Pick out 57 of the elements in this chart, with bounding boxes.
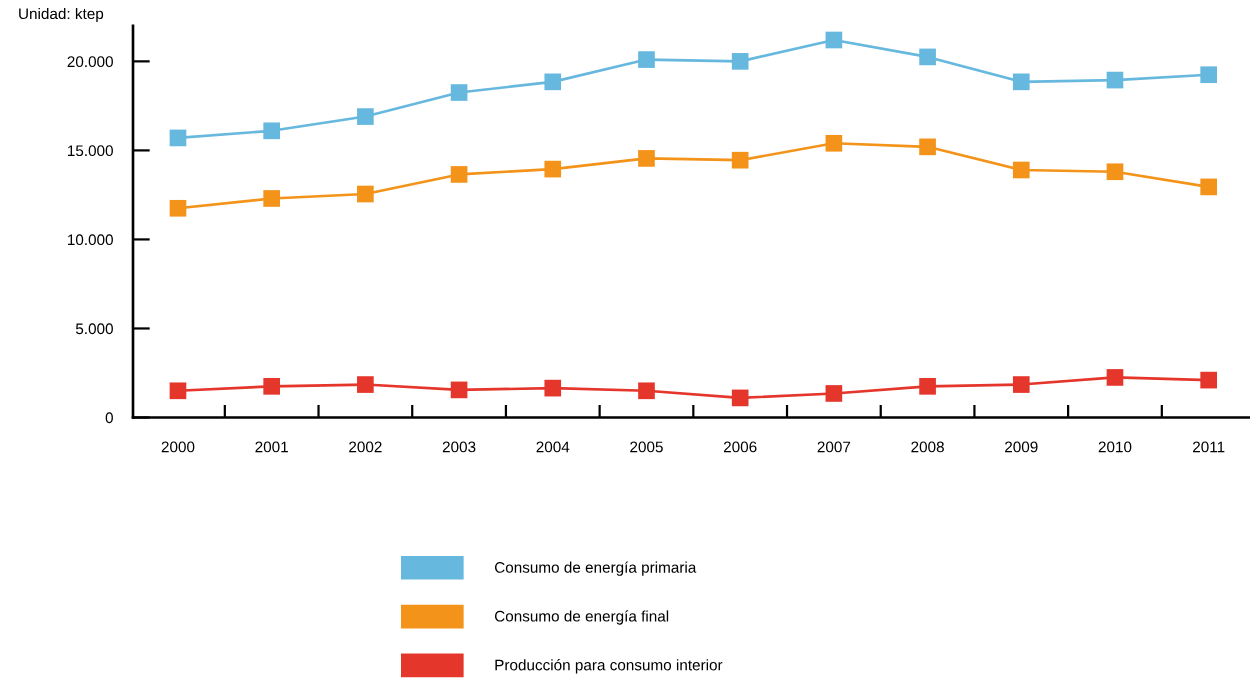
point bbox=[638, 51, 655, 68]
point bbox=[357, 108, 374, 125]
point bbox=[825, 385, 843, 402]
point bbox=[450, 166, 468, 183]
x-tick-label: 2005 bbox=[630, 441, 663, 453]
point bbox=[1200, 66, 1218, 84]
point bbox=[544, 379, 562, 397]
legend-label: Consumo de energía primaria bbox=[494, 561, 697, 576]
x-tick-label: 2002 bbox=[349, 441, 382, 453]
point bbox=[544, 73, 562, 91]
point bbox=[263, 378, 281, 395]
y-tick-label: 0 bbox=[105, 412, 113, 424]
y-tick-label: 5.000 bbox=[75, 323, 113, 335]
point bbox=[825, 134, 843, 152]
point bbox=[450, 84, 468, 101]
point bbox=[169, 199, 187, 217]
point bbox=[263, 122, 281, 140]
y-tick-label: 15.000 bbox=[68, 145, 113, 157]
y-tick-label: 20.000 bbox=[67, 56, 113, 68]
point bbox=[731, 151, 749, 169]
point bbox=[1106, 163, 1124, 181]
x-tick-label: 2009 bbox=[1005, 441, 1038, 453]
point bbox=[825, 31, 843, 49]
point bbox=[357, 376, 374, 393]
x-tick-label: 2008 bbox=[911, 441, 944, 453]
point bbox=[1012, 376, 1030, 393]
x-tick-label: 2007 bbox=[817, 441, 851, 453]
point bbox=[731, 389, 749, 407]
point bbox=[1012, 161, 1030, 179]
point bbox=[1106, 369, 1124, 386]
point bbox=[919, 378, 936, 395]
legend-label: Consumo de energía final bbox=[494, 610, 669, 625]
legend-label: Producción para consumo interior bbox=[495, 659, 723, 674]
point bbox=[169, 129, 187, 147]
point bbox=[357, 185, 374, 203]
x-tick-label: 2006 bbox=[723, 441, 757, 453]
point bbox=[450, 381, 468, 399]
y-axis-title: Unidad: ktep bbox=[19, 7, 104, 23]
x-tick-label: 2003 bbox=[442, 441, 476, 453]
point bbox=[544, 160, 562, 178]
x-tick-label: 2004 bbox=[536, 441, 570, 453]
point bbox=[1200, 178, 1218, 196]
point bbox=[1200, 371, 1218, 389]
point bbox=[731, 53, 749, 70]
point bbox=[919, 48, 936, 66]
x-tick-label: 2011 bbox=[1193, 441, 1225, 453]
point bbox=[169, 382, 187, 400]
x-tick-label: 2001 bbox=[255, 441, 288, 453]
x-tick-label: 2010 bbox=[1098, 441, 1132, 453]
point bbox=[1106, 71, 1124, 89]
point bbox=[263, 190, 281, 207]
point bbox=[638, 150, 655, 167]
point bbox=[919, 138, 936, 156]
x-tick-label: 2000 bbox=[161, 441, 195, 453]
point bbox=[638, 382, 655, 400]
point bbox=[1012, 73, 1030, 91]
y-tick-label: 10.000 bbox=[68, 234, 113, 246]
